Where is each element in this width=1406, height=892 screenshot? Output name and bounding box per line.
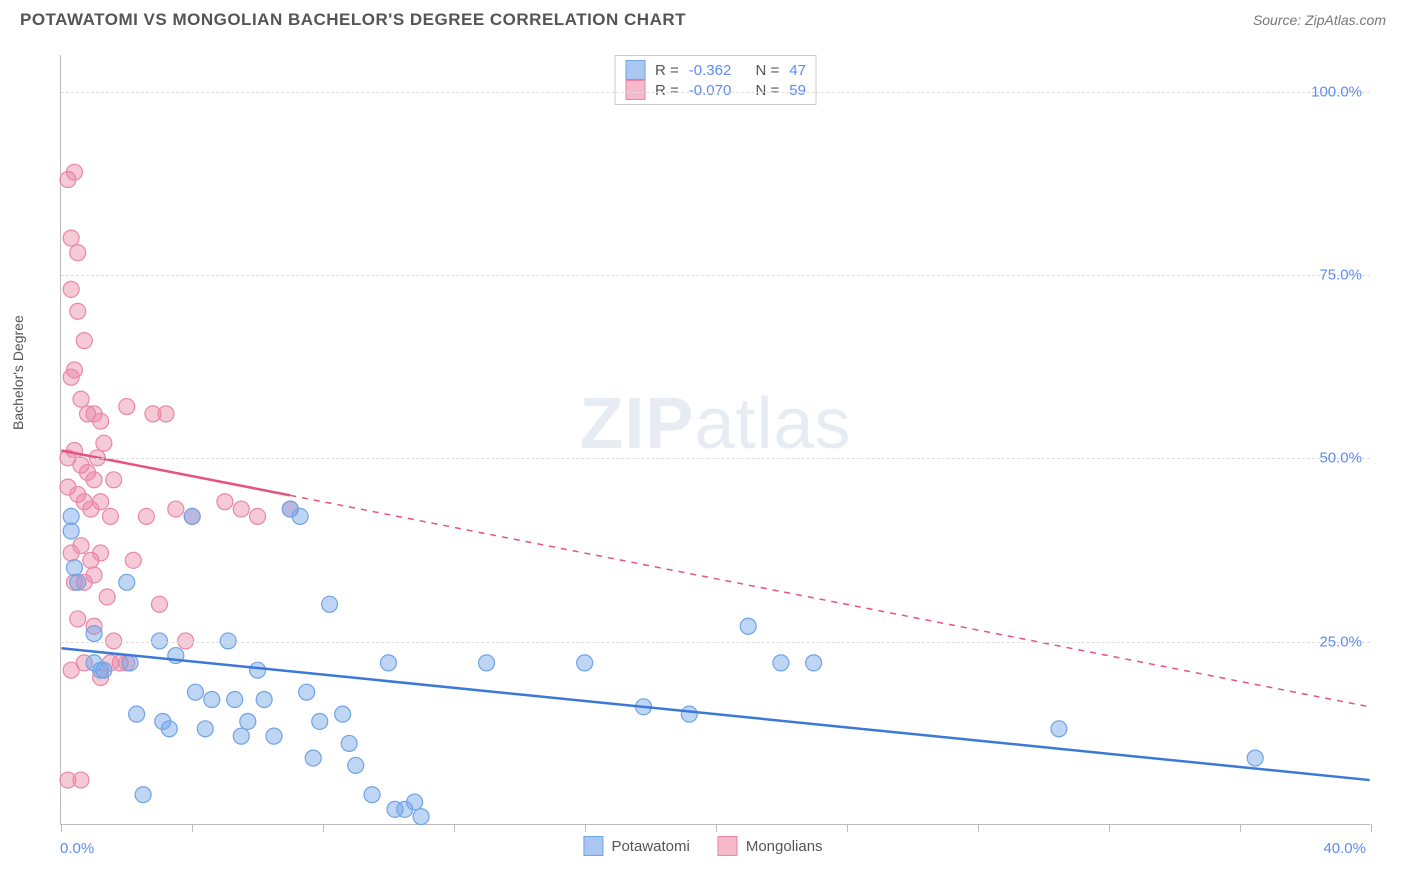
chart-plot-area: ZIPatlas R = -0.362 N = 47 R = -0.070 N … (60, 55, 1370, 825)
gridline (61, 642, 1370, 643)
legend-item-mongolians: Mongolians (718, 836, 823, 856)
y-tick-label: 100.0% (1311, 83, 1362, 100)
legend-label: Mongolians (746, 838, 823, 855)
y-tick-label: 25.0% (1319, 633, 1362, 650)
x-tick (847, 824, 848, 832)
series-legend: Potawatomi Mongolians (583, 836, 822, 856)
chart-title: POTAWATOMI VS MONGOLIAN BACHELOR'S DEGRE… (20, 10, 686, 30)
x-tick (323, 824, 324, 832)
x-tick (61, 824, 62, 832)
x-axis-min-label: 0.0% (60, 840, 94, 857)
x-tick (454, 824, 455, 832)
y-tick-label: 75.0% (1319, 267, 1362, 284)
legend-item-potawatomi: Potawatomi (583, 836, 689, 856)
swatch-icon (583, 836, 603, 856)
x-tick (585, 824, 586, 832)
source-attribution: Source: ZipAtlas.com (1253, 12, 1386, 28)
gridline (61, 275, 1370, 276)
gridline (61, 458, 1370, 459)
x-tick (1240, 824, 1241, 832)
scatter-svg (61, 55, 1370, 824)
x-axis-max-label: 40.0% (1323, 840, 1366, 857)
x-tick (716, 824, 717, 832)
swatch-icon (718, 836, 738, 856)
x-tick (1371, 824, 1372, 832)
x-tick (192, 824, 193, 832)
y-tick-label: 50.0% (1319, 450, 1362, 467)
legend-label: Potawatomi (611, 838, 689, 855)
y-axis-label: Bachelor's Degree (10, 315, 26, 430)
x-tick (978, 824, 979, 832)
gridline (61, 92, 1370, 93)
x-tick (1109, 824, 1110, 832)
